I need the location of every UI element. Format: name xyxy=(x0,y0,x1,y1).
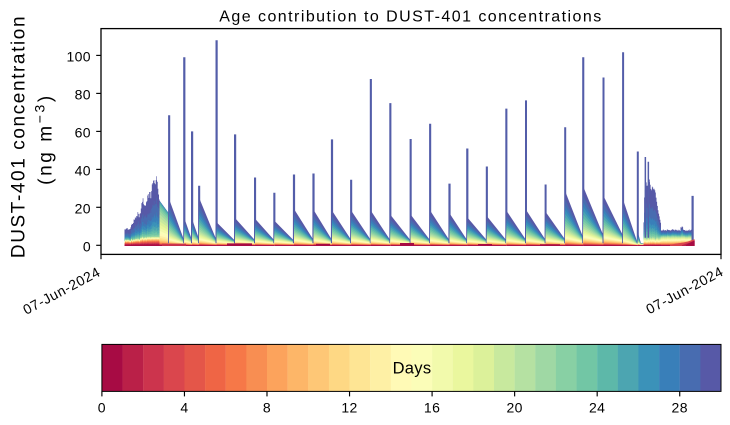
svg-text:0: 0 xyxy=(83,238,91,254)
svg-text:0: 0 xyxy=(98,399,106,415)
svg-text:20: 20 xyxy=(506,399,522,415)
svg-text:DUST-401 concentration: DUST-401 concentration xyxy=(9,15,30,258)
svg-text:Age contribution to DUST-401 c: Age contribution to DUST-401 concentrati… xyxy=(219,8,602,25)
svg-text:12: 12 xyxy=(341,399,357,415)
svg-text:Days: Days xyxy=(393,360,432,378)
svg-text:20: 20 xyxy=(75,200,91,216)
svg-text:4: 4 xyxy=(180,399,188,415)
svg-text:24: 24 xyxy=(589,399,605,415)
svg-text:100: 100 xyxy=(66,48,91,64)
svg-text:28: 28 xyxy=(672,399,688,415)
svg-text:40: 40 xyxy=(75,162,91,178)
svg-text:8: 8 xyxy=(263,399,271,415)
svg-text:60: 60 xyxy=(75,124,91,140)
svg-text:16: 16 xyxy=(424,399,440,415)
svg-text:80: 80 xyxy=(75,86,91,102)
